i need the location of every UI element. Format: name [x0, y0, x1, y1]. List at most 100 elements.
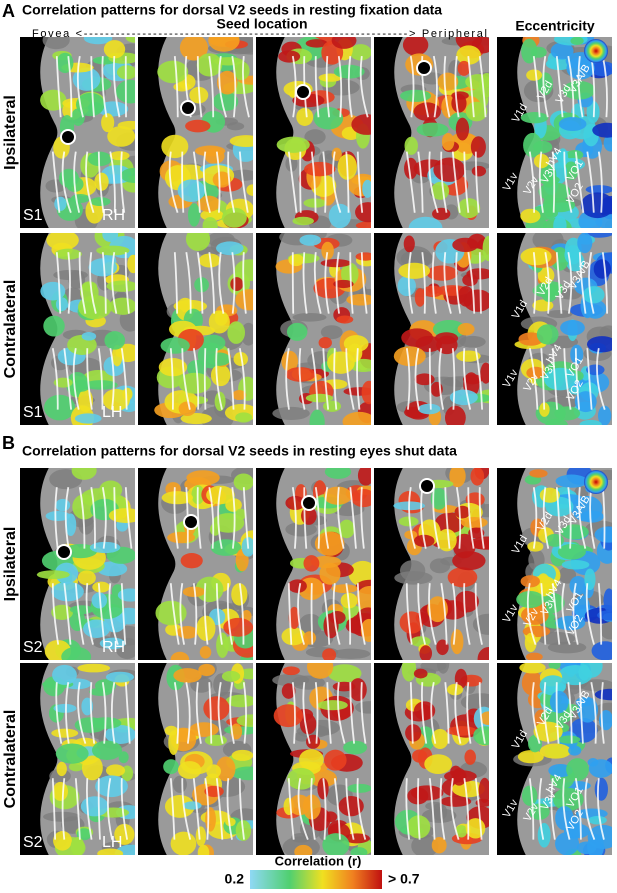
activation-blob [207, 352, 231, 366]
activation-blob [525, 652, 543, 660]
roi-boundary [322, 682, 332, 840]
activation-blob [362, 179, 371, 198]
activation-blob [233, 352, 249, 367]
roi-boundary [551, 252, 563, 410]
activation-blob [537, 822, 551, 848]
activation-blob [454, 505, 471, 519]
activation-blob [413, 668, 428, 679]
roi-boundary [297, 682, 311, 840]
brain-map [497, 233, 612, 425]
activation-blob [450, 629, 464, 655]
roi-boundary [333, 682, 346, 840]
activation-blob [465, 101, 488, 122]
roi-boundary [463, 56, 475, 213]
sulcus [42, 37, 70, 50]
roi-boundary [574, 252, 587, 410]
activation-blob [81, 755, 103, 781]
activation-blob [566, 57, 595, 80]
activation-blob [203, 696, 230, 721]
colorbar-title: Correlation (r) [275, 853, 362, 868]
activation-blob [199, 646, 212, 659]
roi-boundary [538, 682, 550, 840]
activation-blob [418, 403, 441, 415]
activation-blob [161, 491, 194, 505]
activation-blob [594, 688, 612, 701]
roi-boundary [574, 682, 584, 840]
activation-blob [296, 107, 314, 126]
activation-blob [398, 262, 431, 279]
activation-blob [465, 74, 489, 90]
roi-boundary [238, 56, 250, 213]
activation-blob [415, 335, 442, 352]
activation-blob [403, 235, 415, 253]
roi-boundary [356, 252, 368, 410]
activation-blob [349, 358, 371, 373]
activation-blob [299, 234, 322, 246]
sulcus [431, 803, 448, 821]
roi-boundary [203, 252, 216, 410]
activation-blob [550, 42, 574, 60]
activation-blob [563, 161, 579, 181]
activation-blob [336, 315, 354, 324]
roi-boundary [86, 682, 96, 840]
activation-blob [566, 758, 589, 781]
roi-boundary [192, 682, 202, 840]
roi-boundary [74, 682, 87, 840]
activation-blob [288, 606, 300, 630]
panel-title: Correlation patterns for dorsal V2 seeds… [22, 2, 442, 18]
activation-blob [455, 825, 468, 838]
activation-blob [457, 285, 474, 307]
activation-blob [570, 37, 584, 46]
activation-blob [107, 125, 135, 147]
sulcus [354, 701, 371, 714]
roi-boundary [451, 55, 461, 213]
activation-blob [194, 145, 226, 157]
brain-map [374, 468, 489, 660]
activation-blob [53, 831, 72, 851]
panel-letter: B [2, 433, 15, 453]
roi-boundary [85, 487, 96, 645]
activation-blob [543, 367, 577, 391]
activation-blob [451, 91, 469, 100]
activation-blob [83, 380, 118, 390]
roi-boundary [322, 487, 331, 645]
activation-blob [195, 826, 207, 847]
activation-blob [449, 389, 478, 406]
activation-blob [189, 722, 219, 737]
activation-blob [457, 198, 481, 219]
panel-letter: A [2, 1, 15, 21]
seed-location [295, 84, 311, 100]
activation-blob [480, 362, 489, 384]
roi-boundary [440, 487, 451, 645]
activation-blob [471, 165, 487, 177]
roi-boundary [540, 487, 550, 645]
activation-blob [561, 559, 590, 570]
activation-blob [552, 787, 584, 811]
roi-boundary [356, 55, 369, 213]
activation-blob [589, 61, 612, 77]
roi-boundary [596, 252, 608, 410]
activation-blob [399, 611, 424, 634]
sulcus [272, 406, 310, 421]
activation-blob [278, 50, 301, 63]
activation-blob [322, 833, 350, 855]
activation-blob [36, 570, 70, 580]
roi-boundary [345, 487, 357, 645]
roi-boundary [562, 682, 573, 840]
roi-boundary [168, 56, 179, 214]
roi-boundary [417, 682, 428, 840]
hemisphere-label: RH [102, 639, 125, 656]
activation-blob [482, 235, 489, 262]
activation-blob [206, 485, 235, 505]
roi-boundary [227, 252, 236, 410]
activation-blob [536, 324, 559, 345]
activation-blob [51, 728, 79, 738]
activation-blob [94, 172, 109, 191]
activation-blob [460, 516, 488, 529]
activation-blob [527, 541, 544, 552]
activation-blob [70, 837, 85, 855]
axis-label: Fovea <---------------------------------… [32, 28, 487, 40]
activation-blob [533, 721, 563, 742]
activation-blob [440, 796, 472, 807]
activation-blob [170, 651, 190, 660]
